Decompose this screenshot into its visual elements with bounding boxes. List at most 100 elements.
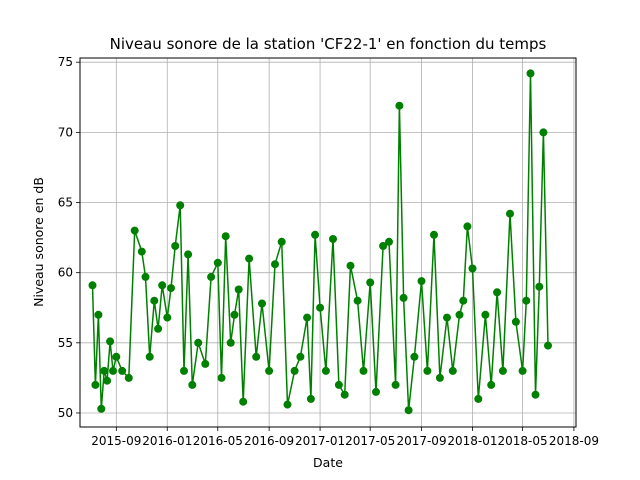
y-axis: 50 55 60 65 70 75 [58, 55, 80, 420]
data-point [435, 373, 444, 382]
data-point [130, 226, 139, 235]
data-point [498, 366, 507, 375]
data-point [194, 338, 203, 347]
data-point [184, 250, 193, 259]
data-point [239, 397, 248, 406]
data-point [455, 310, 464, 319]
data-point [316, 303, 325, 312]
data-point [91, 380, 100, 389]
x-axis: 2015-09 2016-01 2016-05 2016-09 2017-01 2017-… [91, 427, 599, 448]
x-tick-label: 2017-01 [295, 434, 345, 448]
data-point [353, 296, 362, 305]
data-point [137, 247, 146, 256]
data-point [176, 201, 185, 210]
data-point [154, 324, 163, 333]
data-point [290, 366, 299, 375]
data-point [311, 230, 320, 239]
y-axis-label: Niveau sonore en dB [31, 177, 46, 307]
x-axis-label: Date [313, 455, 343, 470]
data-point [167, 284, 175, 293]
data-point [511, 317, 520, 326]
data-point [296, 352, 305, 361]
data-point [340, 390, 349, 399]
data-point [518, 366, 527, 375]
y-tick-label: 60 [58, 266, 73, 280]
data-point [226, 338, 235, 347]
data-point [245, 254, 254, 263]
data-point [346, 261, 355, 270]
x-tick-label: 2018-05 [497, 434, 547, 448]
data-point [265, 366, 274, 375]
data-point [430, 230, 438, 239]
data-point [109, 366, 117, 375]
x-tick-label: 2016-01 [142, 434, 192, 448]
data-point [303, 313, 312, 322]
data-point [94, 310, 103, 319]
x-tick-label: 2016-05 [193, 434, 243, 448]
data-point [535, 282, 544, 291]
data-point [207, 272, 216, 281]
data-point [217, 373, 226, 382]
data-point [531, 390, 540, 399]
data-point [252, 352, 261, 361]
data-point [522, 296, 531, 305]
data-point [506, 209, 514, 218]
x-tick-label: 2018-01 [447, 434, 497, 448]
data-point [145, 352, 154, 361]
data-point [106, 337, 115, 346]
x-tick-label: 2017-05 [345, 434, 395, 448]
y-tick-label: 55 [58, 336, 73, 350]
data-point [234, 285, 243, 294]
data-point [417, 277, 426, 286]
y-tick-label: 65 [58, 196, 73, 210]
data-point [544, 341, 552, 350]
x-tick-label: 2015-09 [91, 434, 141, 448]
data-point [271, 260, 279, 269]
data-point [481, 310, 490, 319]
data-point [306, 394, 315, 403]
data-point [410, 352, 419, 361]
data-point [539, 128, 548, 137]
data-point [213, 258, 222, 267]
plot-frame [79, 57, 577, 428]
data-point [118, 366, 127, 375]
data-point [474, 394, 483, 403]
data-point [487, 380, 496, 389]
series-line [91, 73, 549, 411]
data-point [180, 366, 188, 375]
data-point [258, 299, 266, 308]
data-point [379, 242, 388, 250]
data-point [277, 237, 286, 246]
data-point [329, 235, 337, 243]
data-point [399, 293, 408, 302]
data-point [124, 373, 133, 382]
y-tick-label: 75 [58, 55, 73, 69]
data-point [385, 237, 393, 246]
x-tick-label: 2018-09 [549, 434, 599, 448]
data-point [158, 281, 167, 290]
data-point [366, 278, 375, 287]
x-tick-label: 2016-09 [244, 434, 294, 448]
data-point [88, 281, 97, 290]
data-point [321, 366, 330, 375]
data-point [526, 69, 535, 78]
data-point [459, 296, 468, 305]
grid-lines [80, 58, 576, 427]
data-point [141, 272, 150, 281]
data-point [493, 288, 502, 297]
data-point [112, 352, 121, 361]
data-point [468, 264, 477, 273]
data-point [97, 404, 106, 413]
data-point [395, 101, 404, 110]
data-point [188, 380, 197, 389]
x-tick-label: 2017-09 [396, 434, 446, 448]
data-point [221, 232, 230, 241]
data-point [443, 313, 451, 322]
data-point [463, 222, 472, 231]
data-point [100, 366, 109, 375]
data-point [334, 380, 343, 389]
data-point [201, 359, 210, 368]
data-point [230, 310, 239, 319]
data-point [283, 400, 292, 409]
data-point [448, 366, 457, 375]
